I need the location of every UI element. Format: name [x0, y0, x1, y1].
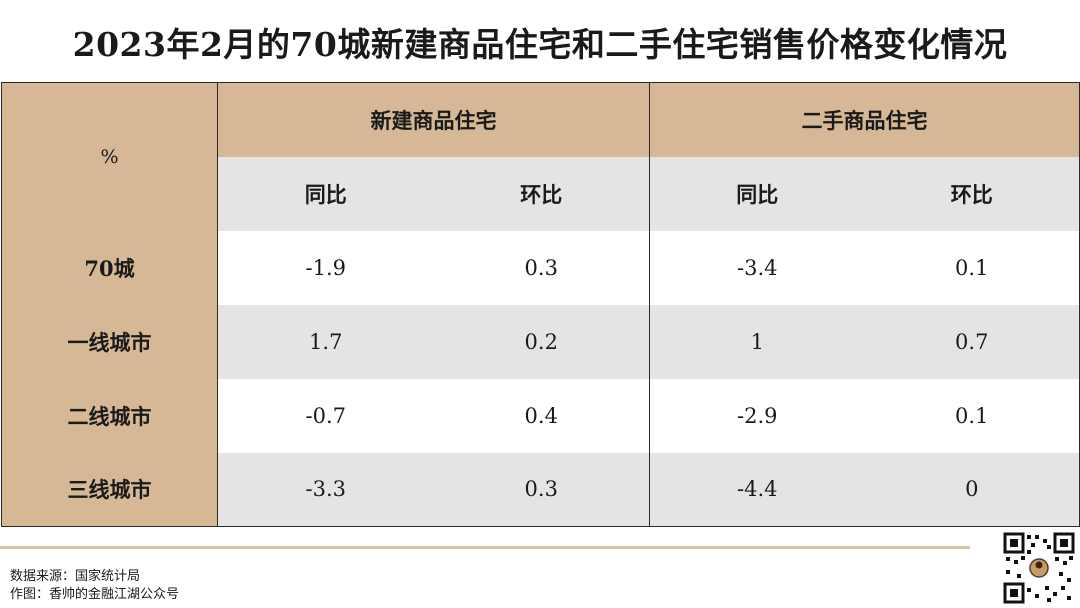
table-row: 70城 -1.9 0.3 -3.4 0.1 — [1, 230, 1080, 305]
cell-value: 0.7 — [955, 329, 989, 354]
row-label: 70城 — [1, 230, 218, 305]
row-label: 一线城市 — [1, 304, 218, 379]
cell-value: -3.3 — [217, 452, 434, 527]
cell-value: 0 — [965, 477, 979, 502]
cell-value: -0.7 — [217, 378, 434, 453]
cell-value: 0.2 — [524, 329, 558, 354]
table-row: 二线城市 -0.7 0.4 -2.9 0.1 — [1, 378, 1080, 453]
table-row: 三线城市 -3.3 0.3 -4.4 0 — [1, 452, 1080, 527]
cell-value: 0.1 — [955, 403, 989, 428]
cell-value: 0.1 — [955, 255, 989, 280]
cell-value: 0.3 — [524, 255, 558, 280]
sub-header-yoy-new: 同比 — [217, 156, 434, 231]
footer: 数据来源：国家统计局 作图：香帅的金融江湖公众号 — [10, 568, 179, 604]
author-note: 作图：香帅的金融江湖公众号 — [10, 587, 180, 602]
price-change-table: % 新建商品住宅 二手商品住宅 同比 环比 同比 环比 70城 -1.9 0.3… — [1, 82, 1080, 527]
row-label: 三线城市 — [1, 452, 218, 527]
cell-value: 0.3 — [524, 477, 558, 502]
row-label: 二线城市 — [1, 378, 218, 453]
group-header-second-hand: 二手商品住宅 — [649, 82, 1080, 157]
source-note: 数据来源：国家统计局 — [10, 569, 141, 584]
qr-code-icon — [1003, 532, 1075, 604]
cell-value: -2.9 — [649, 378, 865, 453]
corner-unit-cell: % — [1, 82, 218, 231]
cell-value: 1.7 — [217, 304, 434, 379]
cell-value: -3.4 — [649, 230, 865, 305]
page-title: 2023年2月的70城新建商品住宅和二手住宅销售价格变化情况 — [72, 25, 1008, 64]
cell-value: 1 — [649, 304, 865, 379]
footer-divider — [0, 546, 970, 549]
cell-value: -1.9 — [217, 230, 434, 305]
sub-header-mom-second: 环比 — [950, 181, 993, 207]
sub-header-mom-new: 环比 — [520, 181, 563, 207]
group-header-new: 新建商品住宅 — [217, 82, 650, 157]
table-row: 一线城市 1.7 0.2 1 0.7 — [1, 304, 1080, 379]
sub-header-yoy-second: 同比 — [649, 156, 865, 231]
cell-value: -4.4 — [649, 452, 865, 527]
cell-value: 0.4 — [524, 403, 558, 428]
